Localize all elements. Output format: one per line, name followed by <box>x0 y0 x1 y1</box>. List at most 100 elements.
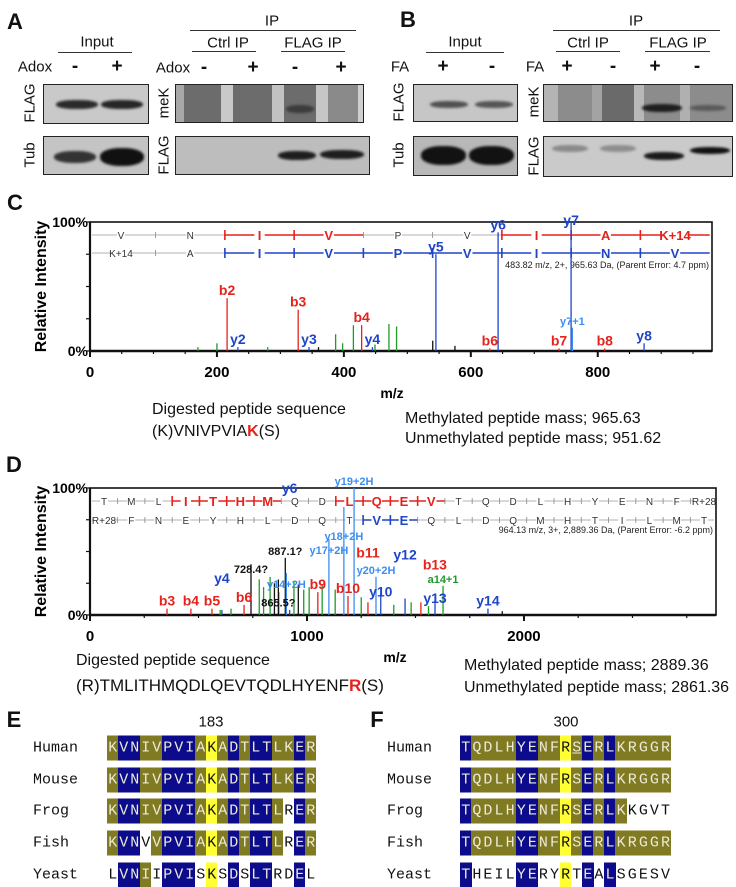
residue-bg <box>600 229 611 241</box>
residue-bg <box>563 495 572 507</box>
peak-label: y12 <box>393 546 417 562</box>
aligned-residue: G <box>627 866 637 884</box>
peak-label: y2 <box>230 331 246 347</box>
aligned-residue: E <box>582 830 594 856</box>
aligned-residue: D <box>228 767 240 793</box>
aligned-residue: V <box>173 767 185 793</box>
aligned-residue: K <box>615 798 627 824</box>
aligned-residue: T <box>239 830 251 856</box>
ladder-residue: E <box>619 497 626 508</box>
aligned-residue: K <box>283 767 295 793</box>
residue-bg <box>662 229 688 241</box>
aligned-residue: R <box>559 830 572 856</box>
species-name: Yeast <box>33 866 79 884</box>
aligned-residue: V <box>173 830 185 856</box>
unmethylated-mass: Unmethylated peptide mass; 2861.36 <box>464 679 730 696</box>
aligned-residue: K <box>615 767 627 793</box>
residue-bg <box>672 495 681 507</box>
aligned-residue: T <box>239 798 251 824</box>
aligned-residue: E <box>294 862 306 887</box>
aligned-residue: T <box>261 798 273 824</box>
flag-ip-header: FLAG IP <box>649 34 707 52</box>
aligned-residue: T <box>239 735 251 761</box>
aligned-residue: R <box>659 767 672 793</box>
residue-bg <box>127 514 136 526</box>
aligned-residue: R <box>284 834 294 852</box>
peak-label: y8 <box>636 327 652 343</box>
ladder-residue: M <box>127 497 135 508</box>
ladder-residue: N <box>187 231 194 242</box>
peak-label: y13 <box>423 590 447 606</box>
aligned-residue: Y <box>515 830 527 856</box>
residue-bg <box>345 514 354 526</box>
x-tick-label: 2000 <box>507 628 540 645</box>
y-axis-title: Relative Intensity <box>33 486 50 618</box>
ip-underline <box>553 30 720 32</box>
residue-bg <box>509 495 518 507</box>
ladder-residue: R+28 <box>692 497 717 508</box>
aligned-residue: R <box>273 866 283 884</box>
parent-ion-info: 964.13 m/z, 3+, 2,889.36 Da, (Parent Err… <box>499 525 713 535</box>
aligned-residue: D <box>228 862 240 887</box>
aligned-residue: V <box>118 830 130 856</box>
flag-ip-underline <box>645 51 710 53</box>
ladder-residue: N <box>601 246 610 261</box>
aligned-residue: I <box>140 862 152 887</box>
aligned-residue: H <box>504 830 516 856</box>
peak-label: y7 <box>563 212 579 228</box>
residue-bg <box>186 229 195 241</box>
aligned-residue: T <box>572 866 582 884</box>
western-blot-ip-flag <box>175 136 370 175</box>
aligned-residue: K <box>206 862 218 887</box>
peak-label: b7 <box>551 332 568 348</box>
residue-bg <box>481 495 490 507</box>
species-name: Fish <box>33 834 70 852</box>
ladder-residue: Y <box>210 516 217 527</box>
peak-label: y4 <box>214 570 230 586</box>
aligned-residue: D <box>482 767 494 793</box>
ladder-residue: V <box>324 228 333 243</box>
x-tick-label: 200 <box>204 364 229 381</box>
aligned-residue: V <box>151 767 163 793</box>
aligned-residue: Y <box>515 798 527 824</box>
peak-label: y6 <box>490 216 506 232</box>
aligned-residue: R <box>305 830 317 856</box>
ladder-residue: M <box>673 516 681 527</box>
sequence-prefix: (K)VNIVPVIA <box>152 423 248 440</box>
aligned-residue: V <box>118 735 130 761</box>
peak-label: b13 <box>423 556 447 572</box>
residue-bg <box>531 247 542 259</box>
residue-bg <box>263 514 272 526</box>
panel-label-f: F <box>370 707 384 732</box>
aligned-residue: T <box>661 802 671 820</box>
ladder-residue: D <box>482 516 489 527</box>
western-blot-input-tubulin <box>43 136 149 175</box>
western-blot-ip-mek <box>175 84 364 123</box>
digested-label: Digested peptide sequence <box>152 401 346 418</box>
peak-label: b3 <box>290 294 307 310</box>
residue-bg <box>536 514 545 526</box>
aligned-residue: A <box>195 767 207 793</box>
aligned-residue: S <box>571 735 583 761</box>
aligned-residue: V <box>151 798 163 824</box>
aligned-residue: E <box>638 866 648 884</box>
aligned-residue: R <box>305 767 317 793</box>
sequence-prefix: (R)TMLITHMQDLQEVTQDLHYENF <box>76 676 349 695</box>
residue-bg <box>563 514 572 526</box>
peptide-sequence: (K)VNIVPVIAK(S) <box>152 423 280 441</box>
peak-label: b8 <box>597 332 614 348</box>
residue-bg <box>645 495 654 507</box>
residue-bg <box>700 514 708 526</box>
ctrl-ip-underline <box>192 51 256 53</box>
lane-sign: + <box>649 56 661 77</box>
species-name: Human <box>387 739 433 757</box>
aligned-residue: P <box>162 830 174 856</box>
aligned-residue: E <box>582 735 594 761</box>
peak-label: b4 <box>183 593 200 609</box>
aligned-residue: L <box>272 830 284 856</box>
ladder-residue: V <box>427 494 436 509</box>
ladder-residue: F <box>128 516 134 527</box>
ladder-residue: L <box>345 494 353 509</box>
aligned-residue: L <box>604 735 616 761</box>
